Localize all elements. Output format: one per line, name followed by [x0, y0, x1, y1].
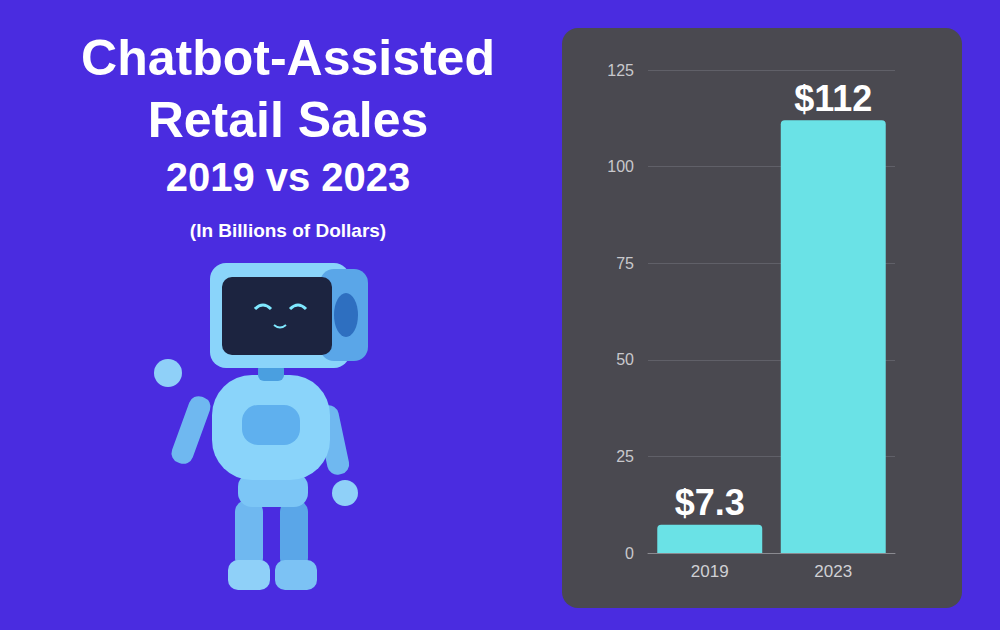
svg-text:100: 100: [607, 158, 634, 175]
svg-text:125: 125: [607, 62, 634, 79]
svg-text:$7.3: $7.3: [675, 482, 745, 523]
svg-text:2019 vs 2023: 2019 vs 2023: [166, 155, 411, 199]
svg-text:25: 25: [616, 448, 634, 465]
svg-text:50: 50: [616, 351, 634, 368]
svg-text:Chatbot-Assisted: Chatbot-Assisted: [81, 30, 495, 86]
svg-text:2019: 2019: [691, 562, 729, 581]
svg-text:Retail Sales: Retail Sales: [148, 92, 429, 148]
svg-text:75: 75: [616, 255, 634, 272]
svg-text:(In Billions of Dollars): (In Billions of Dollars): [190, 220, 386, 241]
svg-text:2023: 2023: [814, 562, 852, 581]
svg-text:$112: $112: [794, 78, 872, 119]
svg-text:0: 0: [625, 545, 634, 562]
